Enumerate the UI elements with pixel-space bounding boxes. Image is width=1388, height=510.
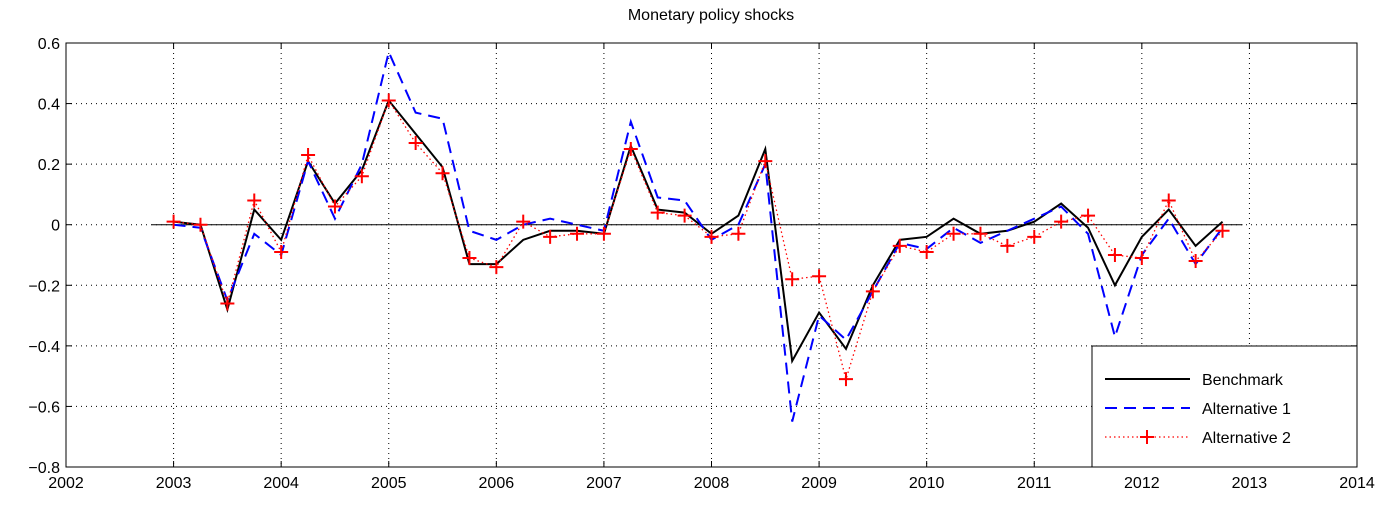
marker — [946, 226, 961, 241]
marker — [516, 214, 531, 229]
marker — [1054, 214, 1069, 229]
marker — [220, 296, 235, 311]
marker — [193, 217, 208, 232]
marker — [274, 244, 289, 259]
marker — [812, 269, 827, 284]
x-tick-label: 2003 — [156, 475, 192, 492]
x-tick-label: 2004 — [263, 475, 299, 492]
marker — [785, 272, 800, 287]
marker — [704, 229, 719, 244]
legend-label: Alternative 1 — [1202, 401, 1291, 418]
marker — [435, 166, 450, 181]
y-tick-label: 0.6 — [38, 36, 60, 53]
x-tick-label: 2007 — [586, 475, 622, 492]
marker — [973, 226, 988, 241]
y-tick-label: −0.6 — [28, 399, 60, 416]
x-tick-label: 2005 — [371, 475, 407, 492]
marker — [731, 226, 746, 241]
marker — [462, 251, 477, 266]
legend-box — [1091, 345, 1358, 468]
series-line — [173, 99, 1224, 382]
marker — [758, 154, 773, 169]
marker — [1161, 193, 1176, 208]
marker — [865, 284, 880, 299]
y-tick-label: 0.4 — [38, 97, 60, 114]
marker — [570, 226, 585, 241]
y-tick-label: −0.8 — [28, 460, 60, 477]
marker — [381, 93, 396, 108]
marker — [1188, 254, 1203, 269]
marker — [677, 208, 692, 223]
x-tick-label: 2011 — [1017, 475, 1052, 492]
marker — [1107, 248, 1122, 262]
legend-label: Benchmark — [1202, 372, 1284, 389]
x-tick-label: 2010 — [909, 475, 945, 492]
y-tick-label: −0.2 — [28, 278, 60, 295]
y-tick-label: 0 — [51, 218, 60, 235]
marker — [247, 193, 262, 208]
x-tick-label: 2012 — [1124, 475, 1160, 492]
marker — [919, 244, 934, 259]
marker — [301, 148, 316, 163]
marker — [1027, 229, 1042, 244]
x-tick-label: 2014 — [1339, 475, 1375, 492]
marker — [596, 226, 611, 241]
y-tick-label: 0.2 — [38, 157, 60, 174]
marker — [623, 142, 638, 156]
marker — [166, 214, 181, 229]
marker — [408, 135, 423, 150]
x-tick-label: 2013 — [1232, 475, 1268, 492]
legend-label: Alternative 2 — [1202, 430, 1291, 447]
series-line — [173, 48, 1224, 422]
marker — [838, 372, 853, 387]
chart-title: Monetary policy shocks — [628, 7, 794, 24]
marker — [650, 205, 665, 220]
x-tick-label: 2008 — [694, 475, 730, 492]
y-tick-label: −0.4 — [28, 339, 60, 356]
x-tick-label: 2006 — [479, 475, 515, 492]
legend-marker — [1140, 430, 1154, 444]
marker — [327, 199, 342, 214]
marker — [1134, 251, 1149, 266]
marker — [892, 238, 907, 253]
marker — [1215, 223, 1230, 238]
x-tick-label: 2009 — [801, 475, 837, 492]
marker — [1081, 208, 1096, 223]
marker — [543, 229, 558, 244]
marker — [1000, 238, 1015, 253]
plot-frame — [65, 42, 1358, 468]
x-tick-label: 2002 — [48, 475, 84, 492]
marker — [354, 169, 369, 184]
marker — [489, 260, 504, 275]
